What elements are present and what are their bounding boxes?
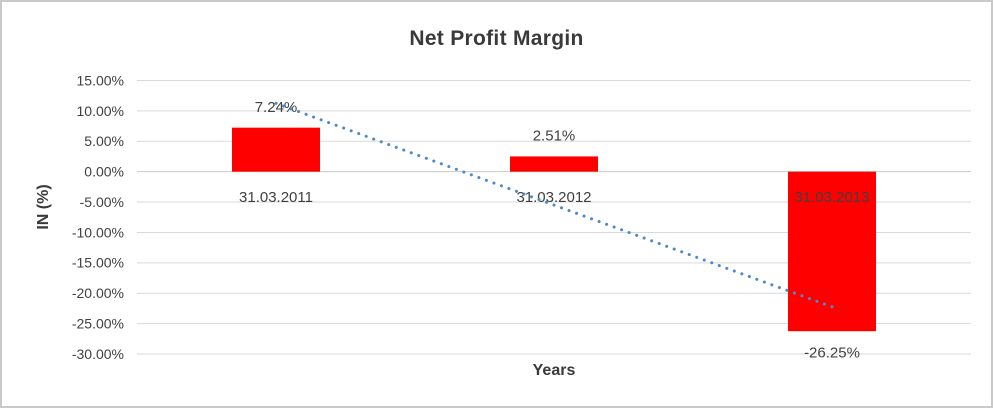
x-axis-title: Years	[532, 362, 576, 379]
y-tick-label: 10.00%	[77, 103, 124, 119]
data-label: 2.51%	[533, 128, 576, 145]
category-label: 31.03.2011	[239, 189, 313, 206]
data-label: 7.24%	[255, 99, 298, 116]
chart-title: Net Profit Margin	[409, 27, 584, 50]
trendline	[274, 101, 834, 309]
y-tick-label: -5.00%	[80, 194, 124, 210]
category-label: 31.03.2013	[794, 189, 869, 206]
y-tick-label: -20.00%	[72, 285, 124, 301]
y-tick-label: 0.00%	[84, 164, 124, 180]
bar-31.03.2012	[510, 156, 598, 172]
category-label: 31.03.2012	[516, 189, 591, 206]
y-tick-label: 5.00%	[84, 133, 124, 149]
bar-31.03.2011	[232, 127, 320, 172]
bar-31.03.2013	[788, 171, 876, 332]
y-tick-label: -30.00%	[72, 346, 124, 362]
y-tick-label: 15.00%	[77, 72, 124, 88]
data-label: -26.25%	[804, 344, 860, 361]
y-tick-label: -10.00%	[72, 224, 124, 240]
y-tick-label: -15.00%	[72, 255, 124, 271]
y-tick-label: -25.00%	[72, 316, 124, 332]
